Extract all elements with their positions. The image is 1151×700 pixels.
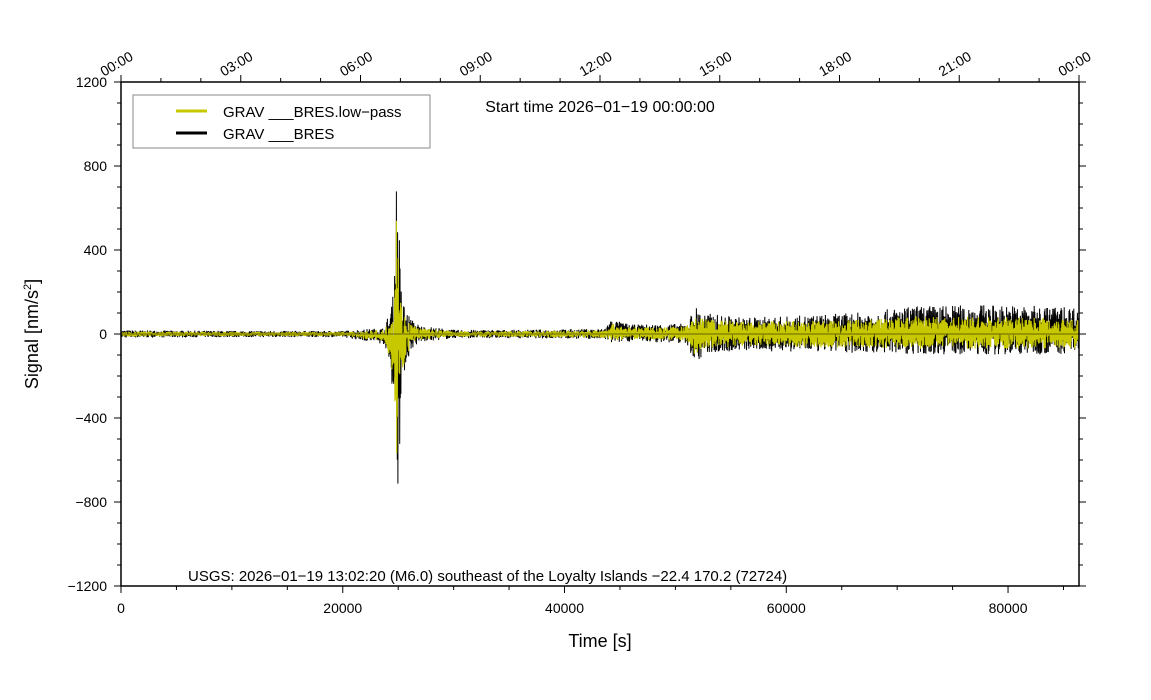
y-tick-label: −800 [75, 494, 107, 510]
plot-frame [120, 81, 1080, 587]
y-axis-label-main: Signal [nm/s [22, 290, 42, 389]
y-tick-label: 1200 [76, 74, 107, 90]
legend-label-lowpass: GRAV ___BRES.low−pass [223, 104, 402, 121]
y-axis-label: Signal [nm/s2] [22, 279, 42, 389]
x-tick-label: 80000 [989, 600, 1028, 616]
y-tick-label: 400 [84, 242, 108, 258]
legend: GRAV ___BRES.low−pass GRAV ___BRES [132, 94, 431, 149]
x-tick-label: 20000 [323, 600, 362, 616]
y-tick-label: −400 [75, 410, 107, 426]
x-tick-label: 40000 [545, 600, 584, 616]
traces-layer [120, 191, 1080, 484]
legend-box [132, 94, 431, 149]
x-tick-label: 0 [117, 600, 125, 616]
y-axis-label-tail: ] [22, 279, 42, 284]
top-tick-label: 06:00 [337, 48, 376, 79]
legend-label-raw: GRAV ___BRES [223, 126, 334, 143]
top-tick-label: 21:00 [936, 48, 975, 79]
x-axis-label: Time [s] [568, 631, 631, 651]
top-tick-label: 18:00 [816, 48, 855, 79]
top-tick-label: 00:00 [97, 48, 136, 79]
top-tick-label: 00:00 [1055, 48, 1094, 79]
y-tick-label: 0 [99, 326, 107, 342]
event-annotation: USGS: 2026−01−19 13:02:20 (M6.0) southea… [188, 568, 787, 585]
top-tick-label: 12:00 [576, 48, 615, 79]
y-axis-label-sup: 2 [22, 284, 34, 290]
top-tick-label: 15:00 [696, 48, 735, 79]
chart-title: Start time 2026−01−19 00:00:00 [485, 99, 715, 116]
top-tick-label: 09:00 [457, 48, 496, 79]
x-tick-label: 60000 [767, 600, 806, 616]
top-tick-label: 03:00 [217, 48, 256, 79]
y-tick-label: 800 [84, 158, 108, 174]
y-tick-label: −1200 [68, 578, 108, 594]
